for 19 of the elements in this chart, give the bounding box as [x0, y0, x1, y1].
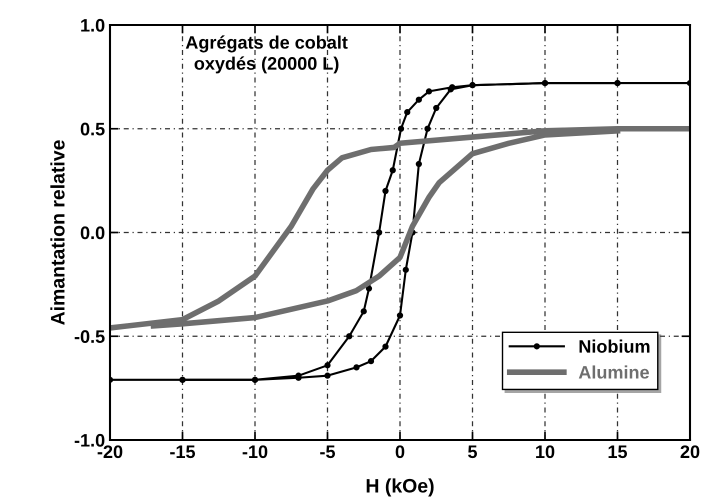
y-axis-title: Aimantation relative — [50, 140, 65, 325]
x-axis-title: H (kOe) — [366, 478, 434, 496]
y-tick-label: 0.5 — [80, 122, 105, 136]
x-tick-label: -10 — [242, 445, 268, 458]
x-tick-label: 15 — [608, 446, 628, 458]
x-tick-label: 5 — [468, 446, 478, 458]
y-tick-label: -0.5 — [74, 330, 105, 343]
x-tick-label: 0 — [396, 445, 404, 458]
x-tick-label: -15 — [170, 446, 196, 458]
x-tick-label: -5 — [320, 446, 336, 458]
y-tick-label: -1.0 — [74, 434, 104, 447]
y-tick-label: 0.0 — [80, 226, 104, 240]
x-tick-label: 20 — [680, 445, 700, 458]
y-tick-label: 1.0 — [81, 18, 104, 32]
x-tick-label: -20 — [98, 445, 122, 458]
legend-label: Niobium — [580, 340, 650, 353]
x-tick-label: 10 — [536, 445, 554, 458]
legend-label: Alumine — [578, 365, 649, 379]
annotation: Agrégats de cobalt oxydés (20000 L) — [186, 35, 348, 74]
